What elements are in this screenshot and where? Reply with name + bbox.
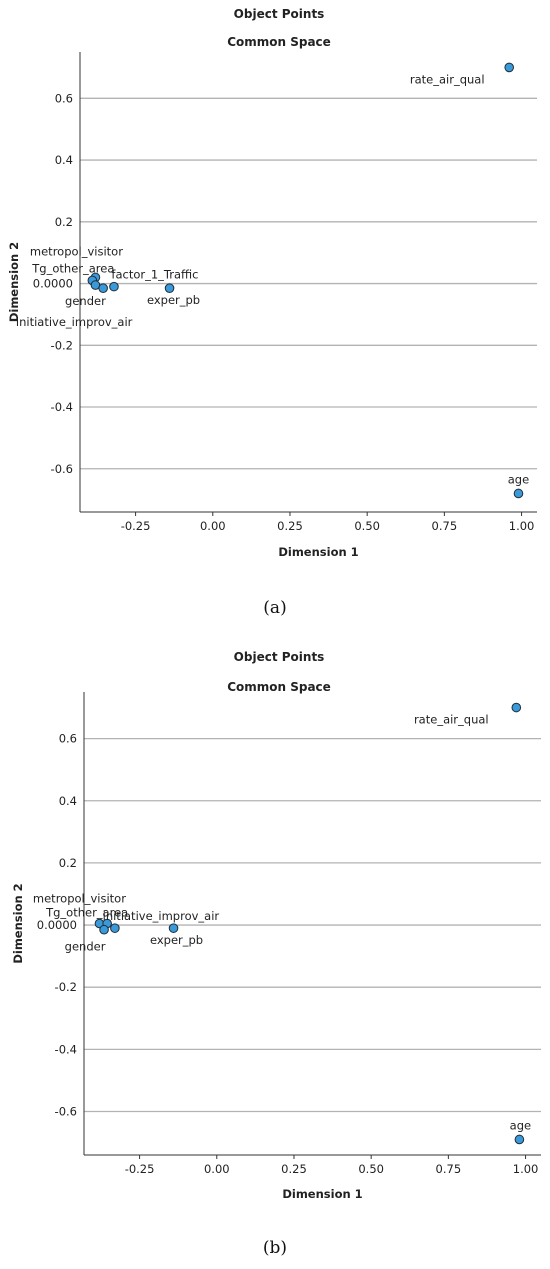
point-label: rate_air_qual	[414, 713, 489, 727]
point-label: metropol_visitor	[30, 244, 123, 258]
point-label: metropol_visitor	[33, 892, 126, 906]
y-axis-label: Dimension 2	[11, 883, 25, 963]
point-label: gender	[65, 294, 106, 308]
scatter-chart-a: Object Points Common Space 0.6 0.4 0.2 0.0000…	[7, 7, 537, 559]
x-axis-label: Dimension 1	[282, 1187, 362, 1201]
x-tick-label: -0.25	[125, 1162, 155, 1176]
y-tick-label: -0.4	[55, 1042, 77, 1056]
y-tick-label: 0.4	[55, 153, 73, 167]
y-tick-label: 0.2	[55, 215, 73, 229]
y-tick-label: -0.6	[55, 1104, 77, 1118]
x-tick-label: 0.50	[358, 1162, 384, 1176]
chart-subtitle: Common Space	[227, 680, 331, 694]
y-tick-label: -0.2	[55, 980, 77, 994]
data-point	[513, 488, 524, 499]
caption-b: (b)	[262, 1238, 288, 1258]
data-point	[504, 62, 515, 73]
y-tick-label: -0.2	[51, 338, 73, 352]
point-label: rate_air_qual	[410, 72, 485, 86]
x-tick-label: 0.25	[277, 519, 303, 533]
data-point	[99, 924, 109, 935]
x-tick-label: 0.25	[281, 1162, 307, 1176]
point-label: exper_pb	[150, 933, 203, 947]
data-point	[511, 702, 522, 713]
chart-subtitle: Common Space	[227, 35, 331, 49]
y-tick-label: 0.0000	[33, 277, 73, 291]
point-label: age	[510, 1118, 531, 1132]
y-tick-label: 0.2	[59, 856, 77, 870]
data-point	[164, 283, 175, 293]
point-label: factor_1_Traffic	[111, 268, 198, 282]
y-tick-label: 0.4	[59, 794, 77, 808]
data-point	[110, 923, 120, 933]
x-tick-label: 0.00	[204, 1162, 230, 1176]
caption-a: (a)	[263, 598, 287, 618]
y-tick-label: -0.6	[51, 462, 73, 476]
point-label: Tg_other_area	[31, 261, 114, 275]
x-axis-label: Dimension 1	[278, 545, 358, 559]
y-tick-label: -0.4	[51, 400, 73, 414]
y-axis-label: Dimension 2	[7, 242, 21, 322]
x-tick-label: 0.75	[432, 519, 458, 533]
x-tick-label: 0.75	[436, 1162, 462, 1176]
chart-panel-a: Object Points Common Space 0.6 0.4 0.2 0.0000…	[0, 0, 550, 634]
y-tick-label: 0.6	[59, 732, 77, 746]
point-label: initiative_improv_air	[16, 315, 133, 329]
x-tick-label: 1.00	[513, 1162, 539, 1176]
y-tick-label: 0.0000	[37, 918, 77, 932]
data-point	[109, 281, 119, 292]
data-point	[168, 923, 179, 933]
x-tick-label: 0.00	[200, 519, 226, 533]
point-label: exper_pb	[147, 293, 200, 307]
x-tick-label: 1.00	[509, 519, 535, 533]
y-tick-label: 0.6	[55, 91, 73, 105]
data-point	[98, 283, 108, 293]
scatter-chart-b: Object Points Common Space 0.6 0.4 0.2 0.0000…	[11, 650, 541, 1201]
point-label: initiative_improv_air	[103, 909, 220, 923]
x-tick-label: -0.25	[121, 519, 151, 533]
chart-title: Object Points	[234, 7, 325, 21]
x-tick-label: 0.50	[354, 519, 380, 533]
data-point	[514, 1134, 525, 1145]
chart-title: Object Points	[234, 650, 325, 664]
chart-panel-b: Object Points Common Space 0.6 0.4 0.2 0.0000…	[0, 640, 550, 1269]
point-label: Tg_other_area	[45, 906, 128, 920]
point-label: age	[508, 472, 529, 486]
point-label: gender	[65, 940, 106, 954]
